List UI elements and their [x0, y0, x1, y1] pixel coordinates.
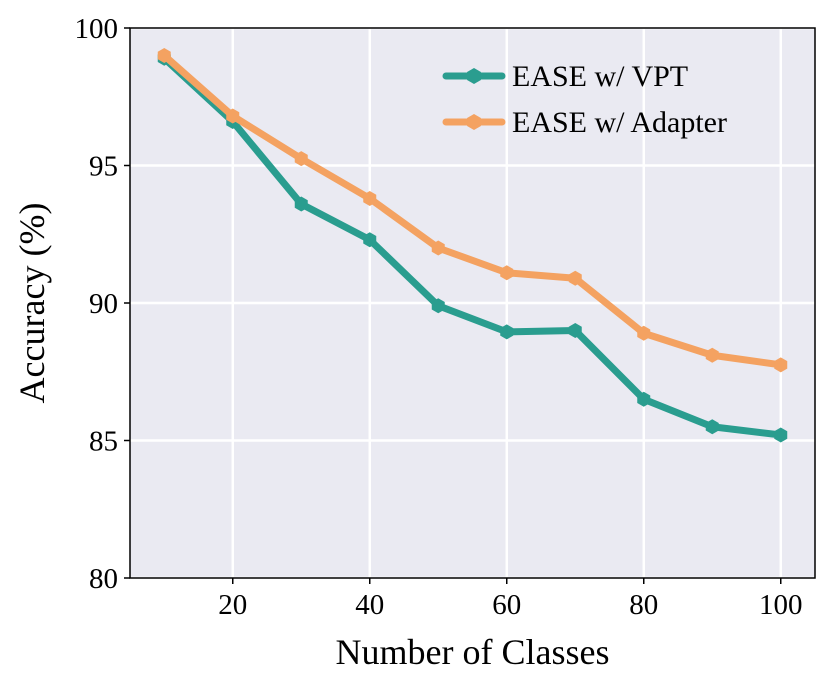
y-tick-label: 100 [75, 13, 119, 45]
legend-marker [467, 114, 481, 130]
legend-marker [467, 68, 481, 84]
y-tick-label: 90 [89, 288, 118, 320]
y-tick-label: 95 [89, 151, 118, 183]
data-point [568, 270, 582, 286]
series-vpt [157, 50, 788, 443]
data-point [363, 232, 377, 248]
legend-item: EASE w/ VPT [442, 60, 688, 93]
series-layer [157, 48, 788, 443]
data-point [500, 265, 514, 281]
y-tick-label: 85 [89, 426, 118, 458]
data-point [226, 108, 240, 124]
legend-label: EASE w/ VPT [512, 60, 688, 93]
data-point [774, 427, 788, 443]
x-tick-label: 20 [218, 589, 247, 621]
y-axis-label: Accuracy (%) [12, 203, 52, 404]
data-point [157, 48, 171, 63]
series-line [160, 52, 785, 369]
x-tick-label: 40 [355, 589, 384, 621]
data-point [637, 391, 651, 407]
data-point [431, 240, 445, 256]
x-axis-label: Number of Classes [336, 632, 610, 672]
series-adapter [157, 48, 788, 373]
data-point [774, 357, 788, 373]
data-point [568, 323, 582, 338]
x-tick-label: 100 [759, 589, 803, 621]
legend-label: EASE w/ Adapter [512, 106, 727, 139]
x-tick-label: 80 [629, 589, 658, 621]
x-tick-label: 60 [492, 589, 521, 621]
legend: EASE w/ VPT EASE w/ Adapter [442, 60, 727, 139]
legend-item: EASE w/ Adapter [442, 106, 727, 139]
y-tick-label: 80 [89, 563, 118, 595]
data-point [294, 196, 308, 212]
data-point [705, 347, 719, 363]
data-point [431, 298, 445, 314]
data-point [637, 325, 651, 341]
data-point [705, 419, 719, 435]
axis-ticks: 20 40 60 80 100 80 85 90 95 100 [75, 13, 803, 621]
data-point [294, 151, 308, 167]
data-point [363, 191, 377, 206]
series-line [160, 54, 785, 439]
data-point [500, 324, 514, 340]
